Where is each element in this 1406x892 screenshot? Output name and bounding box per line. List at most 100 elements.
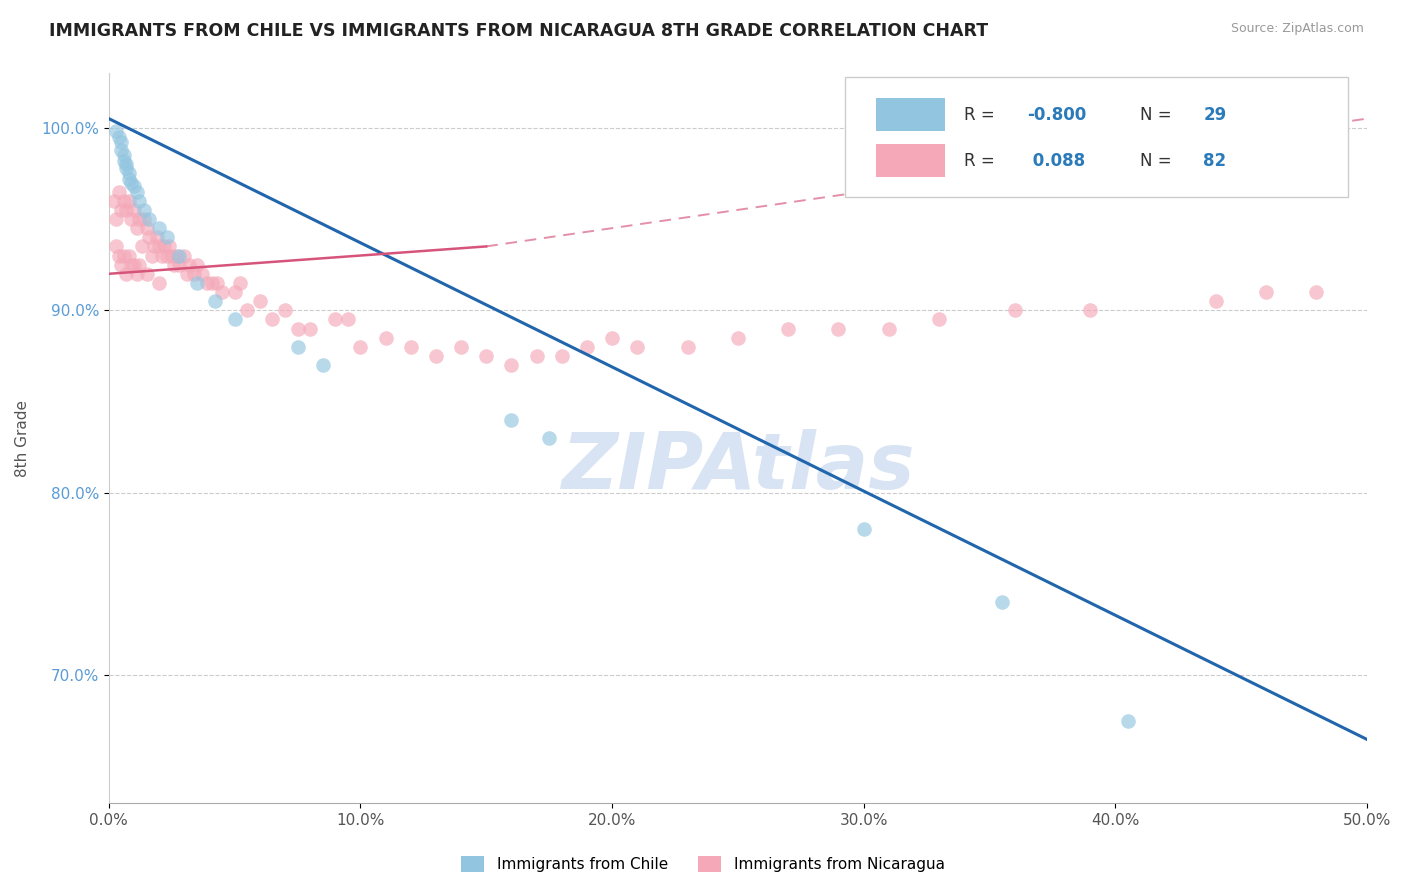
Point: [626, 340, 648, 354]
Text: -0.800: -0.800: [1028, 105, 1087, 124]
Point: [110, 136, 132, 150]
Point: [110, 202, 132, 217]
Point: [600, 331, 623, 345]
Point: [450, 340, 472, 354]
Point: [852, 522, 875, 536]
Point: [122, 202, 145, 217]
Text: 0.088: 0.088: [1028, 152, 1085, 169]
Text: 82: 82: [1204, 152, 1226, 169]
Point: [262, 312, 284, 326]
Point: [135, 221, 157, 235]
Point: [991, 595, 1014, 609]
Point: [575, 340, 598, 354]
Point: [526, 349, 548, 363]
Point: [118, 194, 141, 208]
Point: [166, 248, 188, 262]
Point: [204, 294, 226, 309]
Point: [132, 202, 155, 217]
Point: [425, 349, 447, 363]
Point: [115, 157, 138, 171]
Point: [156, 248, 179, 262]
Point: [323, 312, 346, 326]
Point: [399, 340, 422, 354]
Point: [249, 294, 271, 309]
Point: [112, 194, 135, 208]
Point: [122, 179, 145, 194]
Point: [121, 258, 143, 272]
Point: [236, 303, 259, 318]
Point: [141, 248, 163, 262]
Point: [727, 331, 749, 345]
Point: [877, 321, 900, 335]
Text: R =: R =: [965, 152, 1000, 169]
Text: ZIPAtlas: ZIPAtlas: [561, 429, 914, 505]
Point: [105, 212, 128, 227]
Point: [135, 267, 157, 281]
Point: [551, 349, 574, 363]
Point: [169, 248, 191, 262]
Y-axis label: 8th Grade: 8th Grade: [15, 400, 30, 476]
Point: [112, 153, 135, 168]
Point: [108, 248, 131, 262]
FancyBboxPatch shape: [876, 145, 945, 177]
Point: [105, 239, 128, 253]
Point: [145, 230, 167, 244]
Point: [201, 276, 224, 290]
Text: R =: R =: [965, 105, 1000, 124]
Point: [110, 258, 132, 272]
Point: [125, 185, 148, 199]
Point: [138, 212, 160, 227]
Point: [160, 248, 183, 262]
Point: [112, 248, 135, 262]
Point: [169, 258, 191, 272]
Point: [118, 172, 141, 186]
Point: [110, 143, 132, 157]
Point: [299, 321, 322, 335]
Point: [125, 267, 148, 281]
Point: [1116, 714, 1139, 728]
Point: [131, 239, 153, 253]
Point: [128, 212, 150, 227]
Point: [501, 413, 523, 427]
Point: [349, 340, 371, 354]
Text: Source: ZipAtlas.com: Source: ZipAtlas.com: [1230, 22, 1364, 36]
Point: [103, 194, 125, 208]
Point: [108, 185, 131, 199]
Point: [115, 161, 138, 175]
Point: [475, 349, 498, 363]
Point: [125, 221, 148, 235]
Text: IMMIGRANTS FROM CHILE VS IMMIGRANTS FROM NICARAGUA 8TH GRADE CORRELATION CHART: IMMIGRANTS FROM CHILE VS IMMIGRANTS FROM…: [49, 22, 988, 40]
Point: [186, 258, 208, 272]
Point: [105, 124, 128, 138]
Text: 29: 29: [1204, 105, 1226, 124]
Point: [336, 312, 359, 326]
Point: [778, 321, 800, 335]
Point: [176, 267, 198, 281]
Point: [287, 321, 309, 335]
Point: [115, 267, 138, 281]
Point: [163, 258, 186, 272]
FancyBboxPatch shape: [845, 77, 1348, 197]
Legend: Immigrants from Chile, Immigrants from Nicaragua: Immigrants from Chile, Immigrants from N…: [454, 848, 952, 880]
Point: [1078, 303, 1101, 318]
Point: [501, 358, 523, 372]
FancyBboxPatch shape: [876, 98, 945, 131]
Point: [224, 285, 246, 299]
Point: [138, 230, 160, 244]
Point: [128, 194, 150, 208]
Point: [195, 276, 218, 290]
Point: [827, 321, 849, 335]
Point: [191, 267, 214, 281]
Point: [228, 276, 250, 290]
Point: [287, 340, 309, 354]
Point: [128, 258, 150, 272]
Point: [153, 239, 176, 253]
Point: [148, 276, 170, 290]
Text: N =: N =: [1140, 105, 1177, 124]
Point: [148, 221, 170, 235]
Point: [122, 258, 145, 272]
Point: [211, 285, 233, 299]
Point: [121, 212, 143, 227]
Point: [115, 202, 138, 217]
Point: [312, 358, 335, 372]
